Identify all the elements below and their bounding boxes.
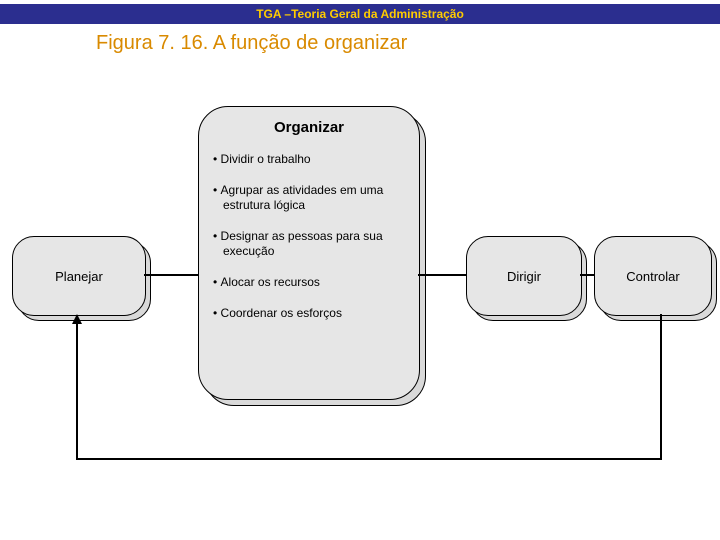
node-organizar-label: Organizar xyxy=(199,107,419,144)
node-dirigir: Dirigir xyxy=(466,236,582,316)
feedback-bottom xyxy=(76,458,662,460)
node-planejar-label: Planejar xyxy=(55,269,103,284)
node-controlar: Controlar xyxy=(594,236,712,316)
organizar-item: Dividir o trabalho xyxy=(223,144,405,175)
diagram-stage: TGA –Teoria Geral da Administração Figur… xyxy=(0,0,720,540)
edge-planejar-organizar xyxy=(144,274,198,276)
organizar-item: Agrupar as atividades em uma estrutura l… xyxy=(223,175,405,221)
feedback-arrowhead xyxy=(72,314,82,324)
edge-dirigir-controlar xyxy=(580,274,594,276)
organizar-item: Coordenar os esforços xyxy=(223,298,405,329)
node-controlar-label: Controlar xyxy=(626,269,679,284)
node-organizar: Organizar Dividir o trabalho Agrupar as … xyxy=(198,106,420,400)
organizar-item: Designar as pessoas para sua execução xyxy=(223,221,405,267)
edge-organizar-dirigir xyxy=(418,274,466,276)
node-planejar: Planejar xyxy=(12,236,146,316)
feedback-down-from-controlar xyxy=(660,314,662,458)
organizar-item: Alocar os recursos xyxy=(223,267,405,298)
figure-title: Figura 7. 16. A função de organizar xyxy=(96,32,407,55)
organizar-items: Dividir o trabalho Agrupar as atividades… xyxy=(199,144,419,337)
header-bar: TGA –Teoria Geral da Administração xyxy=(0,4,720,24)
node-dirigir-label: Dirigir xyxy=(507,269,541,284)
feedback-up-to-planejar xyxy=(76,324,78,458)
